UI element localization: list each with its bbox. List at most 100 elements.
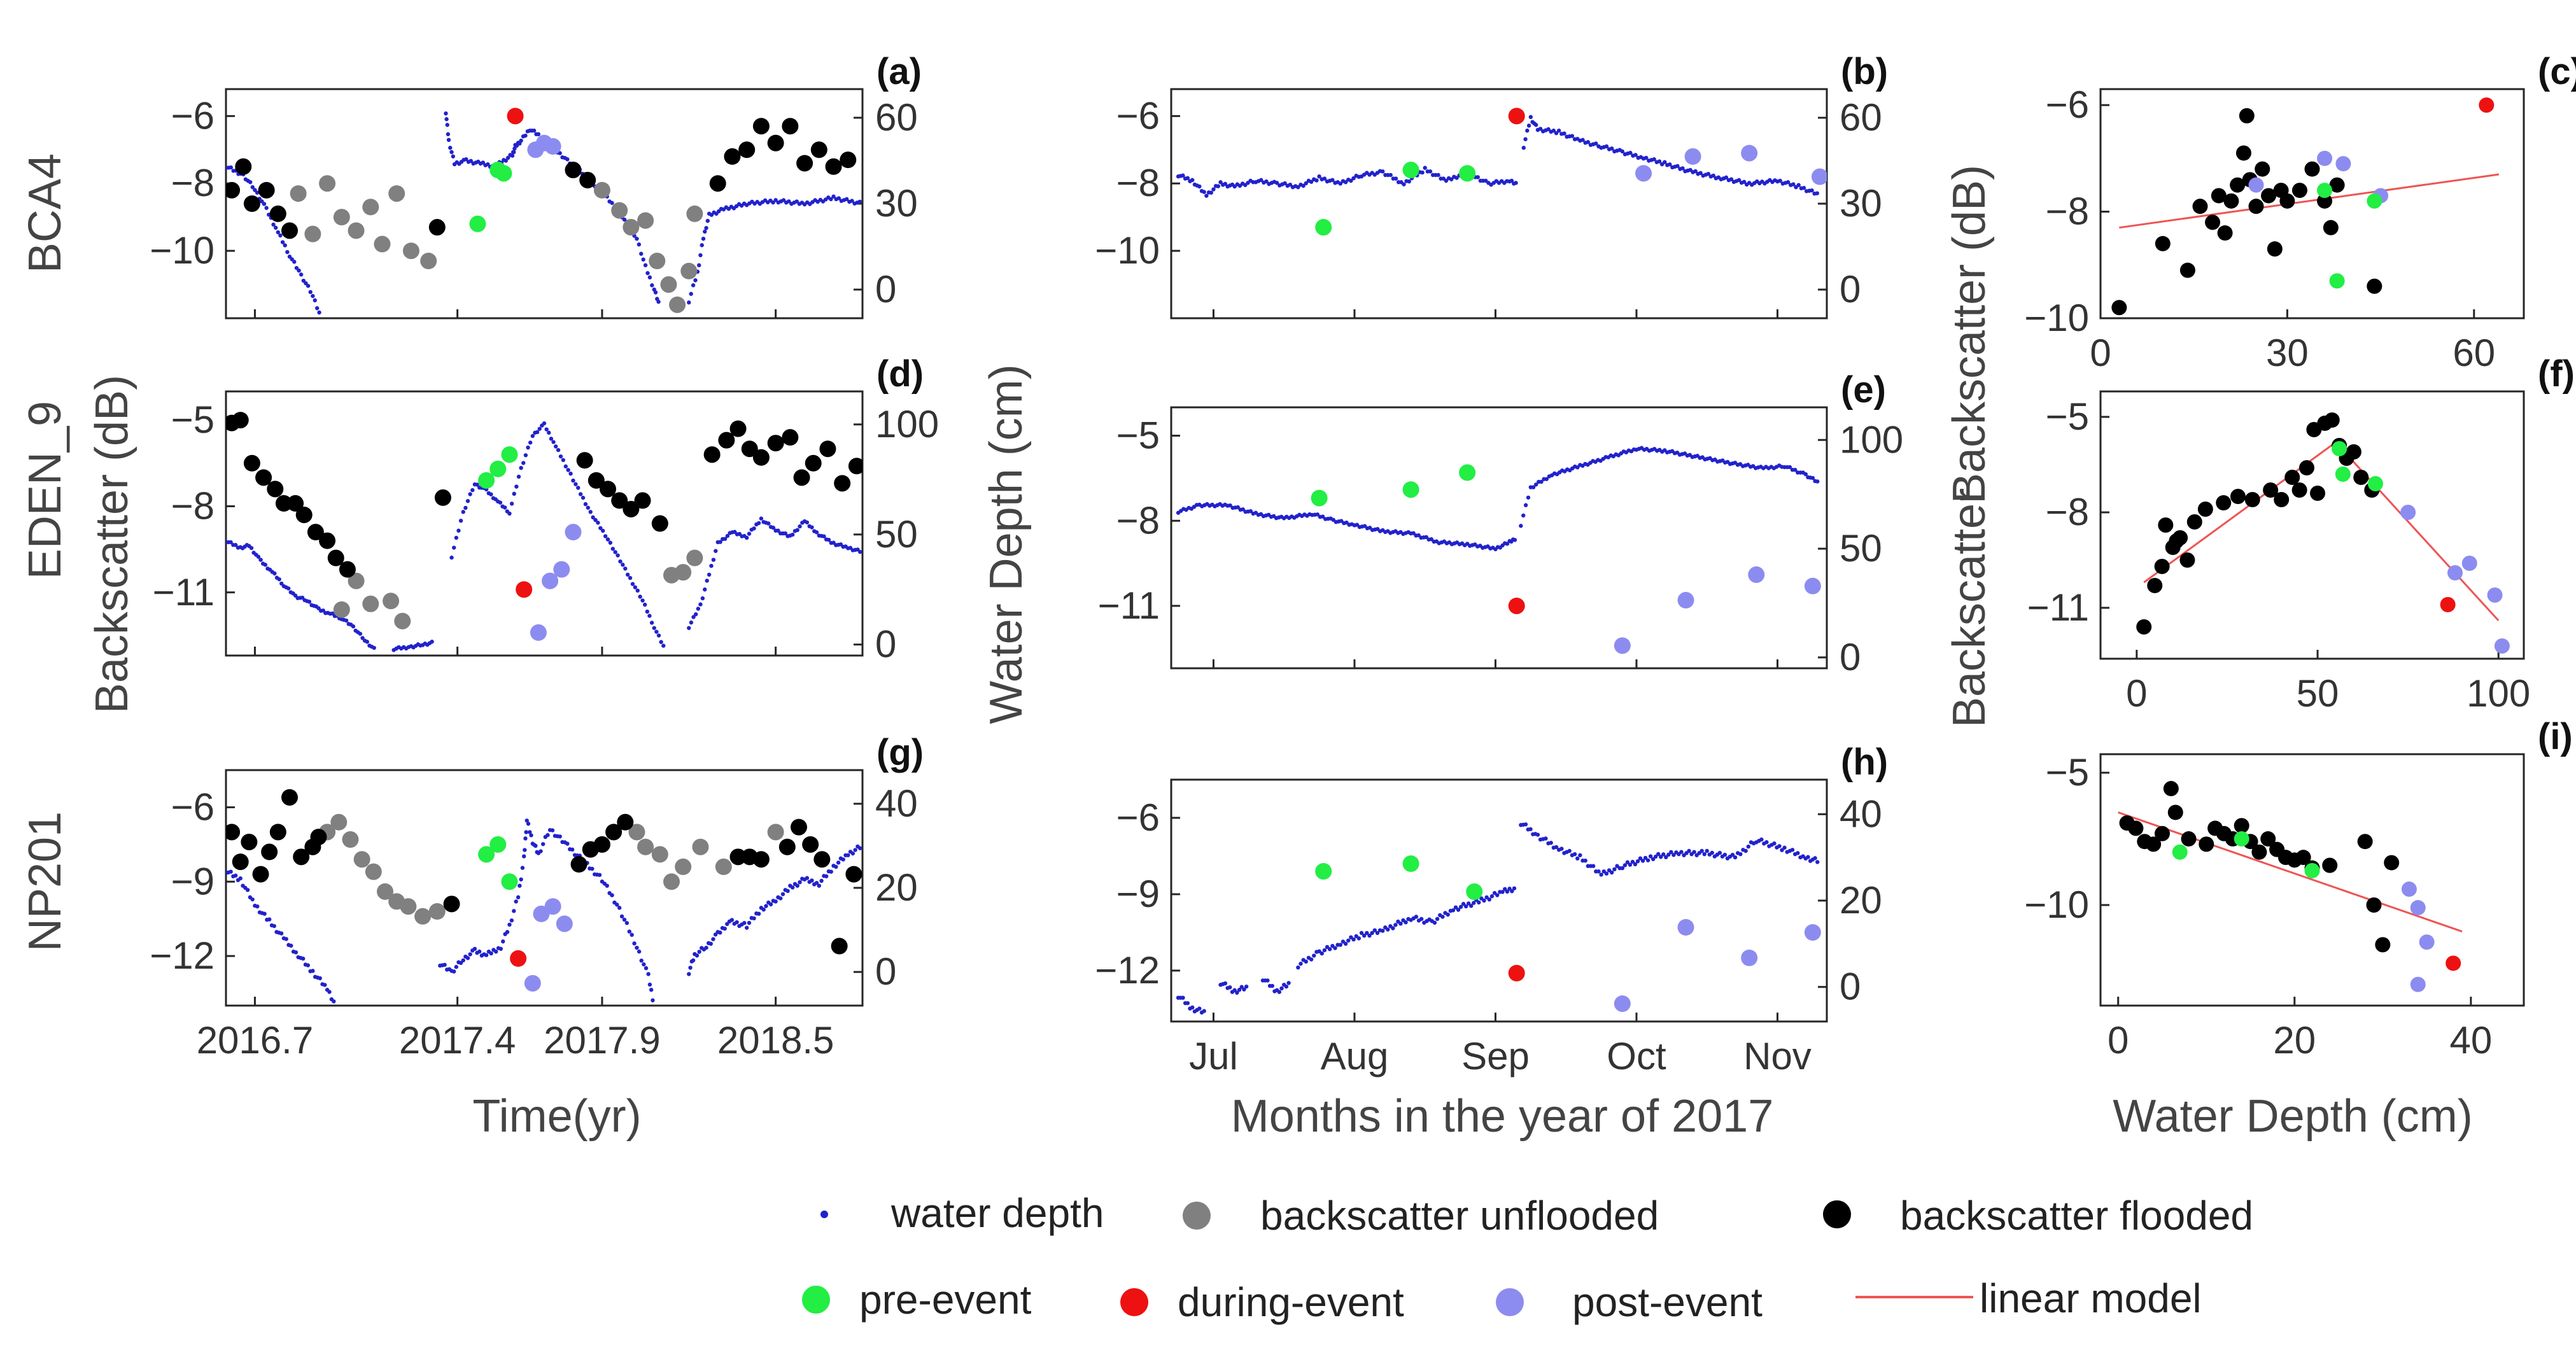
water-depth-point [805,876,810,880]
water-depth-point [1312,953,1316,958]
post-event-point [556,915,573,932]
water-depth-point [454,535,459,540]
water-depth-point [568,471,573,476]
post-event-point [524,974,541,992]
water-depth-point [1782,845,1787,850]
water-depth-point [1700,848,1704,853]
flooded-point [825,158,842,175]
unflooded-point [611,202,628,219]
water-depth-point [718,930,722,935]
flooded-point [848,458,862,475]
water-depth-point [640,598,645,603]
water-depth-point [229,165,233,170]
water-depth-point [1346,938,1351,943]
flooded-point [2295,850,2311,866]
water-depth-point [1680,166,1685,171]
water-depth-point [858,549,862,554]
flooded-point [793,469,810,486]
water-depth-point [523,133,528,138]
water-depth-point [1780,848,1784,852]
water-depth-point [1533,123,1538,127]
legend-label-pre-event: pre-event [859,1277,1032,1323]
water-depth-point [1736,178,1742,183]
water-depth-point [1594,141,1598,146]
water-depth-point [542,421,547,426]
flooded-point [2284,470,2300,485]
post-event-point [542,572,559,589]
water-depth-point [858,846,862,850]
water-depth-point [262,202,267,206]
pre-event-point [501,446,518,463]
panel-letter-a: (a) [876,51,922,92]
flooded-point [226,824,241,841]
water-depth-point [624,921,630,925]
y-tick-label: −8 [171,484,215,527]
panel-letter-f: (f) [2538,353,2575,395]
y2-tick-label: 0 [875,623,896,666]
water-depth-point [1365,930,1369,936]
water-depth-point [255,190,260,195]
unflooded-point [388,185,405,202]
water-depth-point [1656,852,1661,857]
x-tick-label: 20 [2273,1019,2316,1062]
water-depth-point [1544,836,1548,841]
water-depth-point [1322,948,1327,953]
water-depth-point [472,946,477,951]
water-depth-point [1223,981,1228,986]
water-depth-point [514,484,519,489]
plot-area-a [226,108,862,315]
flooded-point [275,495,292,512]
y-tick-label: −5 [2046,395,2089,438]
y-tick-label: −12 [150,934,215,977]
water-depth-point [790,532,795,537]
water-depth-point [456,528,461,533]
water-depth-point [461,510,465,514]
water-depth-point [442,962,447,967]
water-depth-point [286,586,291,591]
water-depth-point [1578,853,1582,857]
flooded-point [2322,857,2338,873]
flooded-point [2366,897,2382,913]
flooded-point [834,475,851,492]
water-depth-point [533,843,538,848]
water-depth-point [635,945,639,950]
pre-event-series [1315,855,1483,900]
unflooded-point [715,858,732,875]
water-depth-point [610,200,614,206]
water-depth-point [783,531,787,536]
flooded-point [623,500,640,517]
pre-event-point [2234,831,2249,847]
water-depth-point [1244,984,1249,989]
water-depth-point [696,607,701,611]
water-depth-point [524,830,528,834]
water-depth-point [1620,866,1625,871]
water-depth-point [1583,859,1587,863]
water-depth-point [1512,538,1517,542]
water-depth-point [805,520,810,524]
water-depth-point [1521,513,1526,518]
y2-tick-label: 20 [875,866,918,909]
water-depth-point [836,196,841,200]
water-depth-point [1235,505,1240,510]
y-tick-label: −8 [2046,190,2089,233]
flooded-point [2192,199,2208,214]
flooded-point [2136,619,2152,635]
water-depth-point [1420,170,1425,175]
pre-event-point [1315,863,1332,880]
water-depth-point [565,157,570,162]
legend-label-unflooded: backscatter unflooded [1260,1193,1659,1239]
x-tick-label: 0 [2126,672,2147,715]
water-depth-point [1764,840,1769,845]
water-depth-point [645,270,650,276]
water-depth-point [299,272,304,277]
flooded-point [2324,412,2340,428]
water-depth-point [524,818,529,823]
legend-item-post-event: post-event [1496,1279,1763,1325]
water-depth-point [703,229,707,234]
x-tick-label: 2018.5 [717,1019,834,1062]
pre-event-point [2317,183,2333,199]
during-event-series [1508,597,1525,614]
water-depth-point [756,521,761,526]
water-depth-point [1815,191,1819,195]
post-event-point [2410,900,2426,916]
